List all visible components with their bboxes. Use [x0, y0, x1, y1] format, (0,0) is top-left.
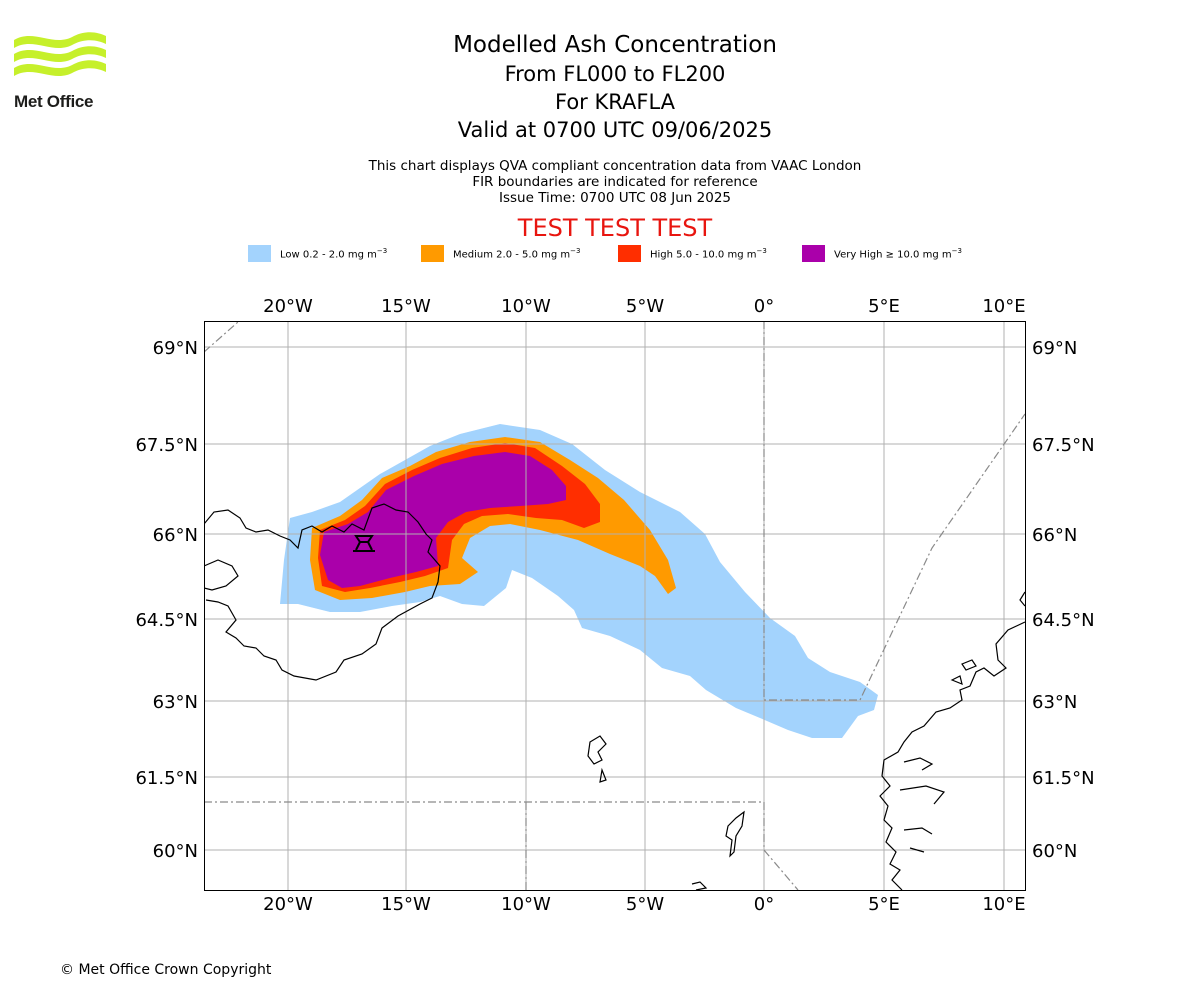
- met-office-logo-text: Met Office: [14, 92, 94, 111]
- legend-swatch-medium: [421, 245, 444, 262]
- lon-tick-label: 15°W: [381, 894, 431, 915]
- lat-tick-label: 60°N: [1032, 841, 1077, 862]
- lat-tick-label: 67.5°N: [135, 435, 198, 456]
- lon-tick-label: 10°E: [982, 894, 1025, 915]
- lat-tick-label: 64.5°N: [1032, 610, 1095, 631]
- lat-tick-label: 64.5°N: [135, 610, 198, 631]
- lat-tick-label: 66°N: [1032, 525, 1077, 546]
- lat-tick-label: 63°N: [1032, 692, 1077, 713]
- lon-ticks-top: 20°W 15°W 10°W 5°W 0° 5°E 10°E: [263, 296, 1025, 317]
- volcano-marker: [353, 535, 375, 552]
- legend-label-low: Low 0.2 - 2.0 mg m−3: [280, 247, 388, 261]
- iceland-coast: [204, 503, 441, 681]
- legend-swatch-high: [618, 245, 641, 262]
- volcano-name: For KRAFLA: [555, 90, 675, 114]
- lon-tick-label: 0°: [754, 296, 774, 317]
- lon-tick-label: 10°E: [982, 296, 1025, 317]
- met-office-logo: [14, 32, 106, 76]
- lon-tick-label: 0°: [754, 894, 774, 915]
- lon-tick-label: 20°W: [263, 296, 313, 317]
- legend-label-medium: Medium 2.0 - 5.0 mg m−3: [453, 247, 581, 261]
- legend-label-high: High 5.0 - 10.0 mg m−3: [650, 247, 767, 261]
- lat-tick-label: 60°N: [153, 841, 198, 862]
- legend-swatch-low: [248, 245, 271, 262]
- legend-label-very-high: Very High ≥ 10.0 mg m−3: [834, 247, 962, 261]
- lat-tick-label: 61.5°N: [135, 768, 198, 789]
- graticule: [204, 321, 1025, 890]
- lon-tick-label: 5°W: [626, 296, 664, 317]
- lat-tick-label: 69°N: [1032, 338, 1077, 359]
- lon-tick-label: 20°W: [263, 894, 313, 915]
- chart-notes: This chart displays QVA compliant concen…: [315, 158, 915, 206]
- fir-boundaries: [204, 321, 1025, 890]
- fir-note: FIR boundaries are indicated for referen…: [472, 174, 758, 190]
- lat-ticks-right: 69°N 67.5°N 66°N 64.5°N 63°N 61.5°N 60°N: [1032, 338, 1095, 862]
- lon-tick-label: 5°E: [868, 296, 900, 317]
- map-frame: [204, 321, 1026, 891]
- lon-tick-label: 10°W: [501, 296, 551, 317]
- coastlines: [204, 503, 1025, 890]
- lat-tick-label: 69°N: [153, 338, 198, 359]
- lon-tick-label: 10°W: [501, 894, 551, 915]
- lon-ticks-bottom: 20°W 15°W 10°W 5°W 0° 5°E 10°E: [263, 894, 1025, 915]
- lon-tick-label: 5°W: [626, 894, 664, 915]
- legend-swatch-very-high: [802, 245, 825, 262]
- lat-ticks-left: 69°N 67.5°N 66°N 64.5°N 63°N 61.5°N 60°N: [135, 338, 198, 862]
- flight-levels: From FL000 to FL200: [504, 62, 726, 86]
- norway-coast: [879, 591, 1025, 890]
- issue-time: Issue Time: 0700 UTC 08 Jun 2025: [499, 190, 731, 206]
- chart-title: Modelled Ash Concentration: [453, 32, 777, 58]
- chart-titles: Modelled Ash Concentration From FL000 to…: [315, 30, 915, 144]
- copyright: © Met Office Crown Copyright: [60, 962, 272, 978]
- ash-area-very-high: [320, 452, 566, 588]
- lat-tick-label: 66°N: [153, 525, 198, 546]
- lat-tick-label: 67.5°N: [1032, 435, 1095, 456]
- lon-tick-label: 15°W: [381, 296, 431, 317]
- valid-time: Valid at 0700 UTC 09/06/2025: [457, 118, 773, 142]
- lat-tick-label: 63°N: [153, 692, 198, 713]
- faroe-islands: [587, 735, 607, 765]
- shetland-islands: [725, 810, 745, 858]
- test-banner: TEST TEST TEST: [517, 214, 713, 242]
- lon-tick-label: 5°E: [868, 894, 900, 915]
- lat-tick-label: 61.5°N: [1032, 768, 1095, 789]
- qva-note: This chart displays QVA compliant concen…: [368, 158, 862, 174]
- legend: Low 0.2 - 2.0 mg m−3 Medium 2.0 - 5.0 mg…: [0, 244, 1200, 264]
